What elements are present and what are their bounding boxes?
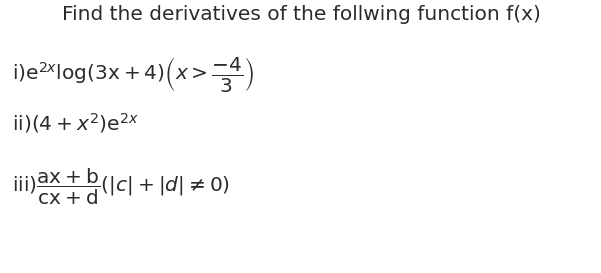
Text: iii)$\dfrac{\mathregular{ax+b}}{\mathregular{cx+d}}$$(|c|+|d| \neq 0)$: iii)$\dfrac{\mathregular{ax+b}}{\mathreg…	[12, 167, 230, 207]
Text: ii)$\left(4+x^{2}\right)\mathregular{e}^{2x}$: ii)$\left(4+x^{2}\right)\mathregular{e}^…	[12, 111, 139, 135]
Text: Find the derivatives of the follwing function f(x): Find the derivatives of the follwing fun…	[61, 5, 540, 24]
Text: i)$\mathregular{e}^{2x}\mathregular{log(3x+4)}\left( x>\dfrac{-4}{3} \right)$: i)$\mathregular{e}^{2x}\mathregular{log(…	[12, 55, 255, 94]
